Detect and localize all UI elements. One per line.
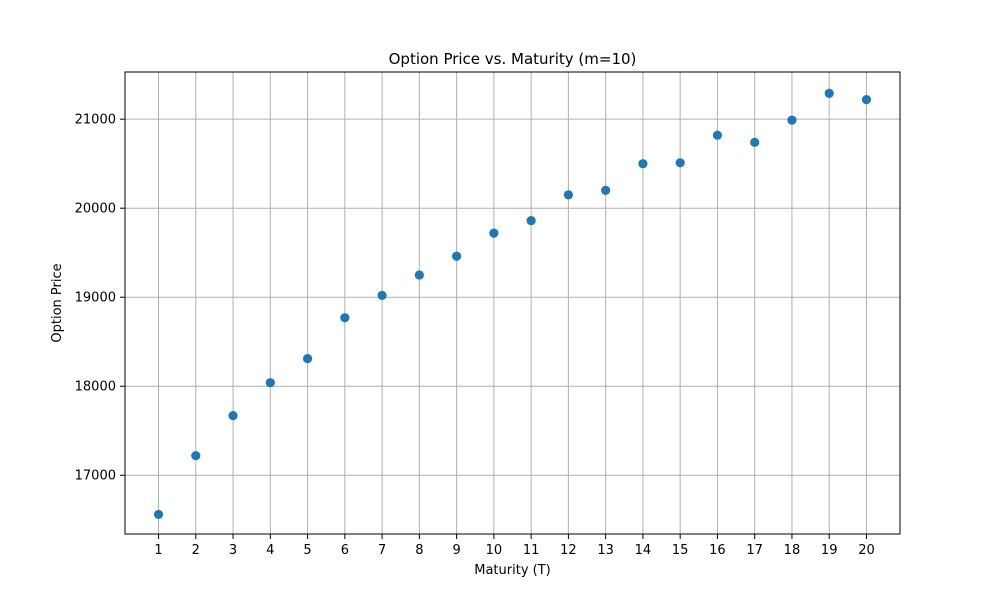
grid [125,72,900,534]
x-tick-label: 6 [341,543,349,558]
data-point [340,313,350,323]
x-tick-label: 18 [784,543,801,558]
y-tick-label: 21000 [75,113,116,128]
x-tick-label: 16 [709,543,726,558]
data-point [191,451,201,461]
x-tick-label: 14 [635,543,652,558]
x-tick-label: 17 [746,543,763,558]
x-tick-label: 7 [378,543,386,558]
data-point [750,137,760,147]
y-axis-ticks: 17000 18000 19000 20000 21000 [75,113,125,484]
x-tick-label: 20 [858,543,875,558]
x-tick-label: 11 [523,543,540,558]
data-point [414,270,424,280]
x-tick-label: 4 [266,543,274,558]
x-tick-label: 1 [154,543,162,558]
data-point [638,159,648,169]
chart-title: Option Price vs. Maturity (m=10) [389,50,637,68]
data-point [228,411,238,421]
x-tick-label: 12 [560,543,577,558]
data-point [489,228,499,238]
data-point [265,378,275,388]
y-tick-label: 17000 [75,469,116,484]
data-point [526,216,536,226]
data-point [302,354,313,364]
x-tick-label: 19 [821,543,838,558]
data-point [452,251,462,261]
x-tick-label: 15 [672,543,689,558]
plot-frame [124,71,901,535]
y-tick-label: 19000 [75,291,116,306]
x-tick-label: 13 [597,543,614,558]
x-axis-ticks: 1 2 3 4 5 6 7 8 9 10 11 12 13 14 15 16 17 18 19 20 [154,534,875,558]
data-point [377,290,387,301]
data-point [824,88,834,98]
data-points [153,88,872,520]
y-tick-label: 18000 [75,380,116,395]
data-point [675,158,685,168]
data-point [861,94,872,105]
x-tick-label: 10 [486,543,503,558]
x-tick-label: 2 [192,543,200,558]
data-point [712,130,723,140]
y-axis-label: Option Price [50,263,65,342]
x-axis-label: Maturity (T) [474,563,550,578]
data-point [601,185,611,195]
x-tick-label: 5 [303,543,311,558]
data-point [153,509,164,520]
x-tick-label: 9 [452,543,460,558]
x-tick-label: 8 [415,543,423,558]
x-tick-label: 3 [229,543,237,558]
data-point [563,190,573,200]
y-tick-label: 20000 [75,202,116,217]
data-point [787,115,797,125]
